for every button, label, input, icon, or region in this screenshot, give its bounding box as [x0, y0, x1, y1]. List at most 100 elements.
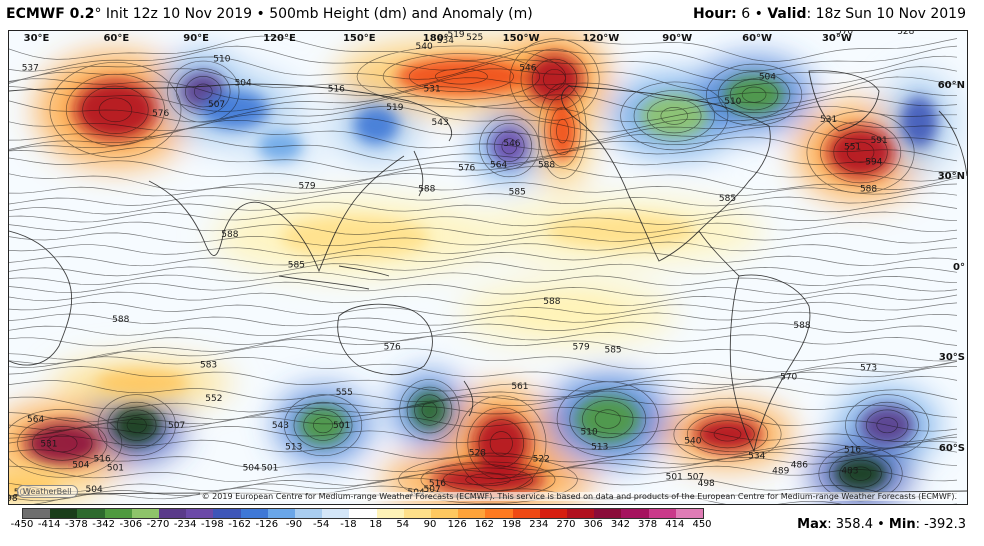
- anomaly-core-20: [410, 390, 449, 430]
- contour-label-13: 507: [208, 100, 225, 110]
- weather-map[interactable]: 5075045195255135105165405345465375105045…: [8, 30, 968, 505]
- coast-japan: [413, 150, 424, 197]
- contour-label-8: 534: [437, 36, 454, 46]
- closed-contour-24-2: [700, 420, 755, 449]
- contour-label-65: 504: [72, 461, 89, 471]
- closed-contour-25-4: [845, 394, 930, 457]
- closed-contour-8-3: [544, 95, 581, 168]
- colorbar-segment-6: [186, 509, 214, 518]
- contour-line-5: [9, 86, 958, 112]
- closed-contour-23-2: [582, 400, 634, 439]
- field-name: 500mb Height (dm) and Anomaly (m): [269, 6, 533, 22]
- closed-contour-10-1: [741, 86, 767, 103]
- colorbar-tick-20: 270: [556, 519, 576, 530]
- contour-line-33: [9, 366, 957, 392]
- contour-label-20: 564: [490, 160, 507, 170]
- colorbar-segment-13: [376, 509, 404, 518]
- anomaly-core-21: [473, 413, 530, 474]
- closed-contour-5-4: [356, 45, 567, 108]
- contour-label-21: 576: [458, 163, 475, 173]
- closed-contour-17-2: [117, 409, 157, 441]
- closed-contour-16-4: [9, 409, 123, 478]
- closed-contour-19-1: [312, 417, 334, 434]
- closed-contour-0-1: [98, 97, 133, 123]
- contour-line-40: [9, 435, 958, 463]
- anomaly-core-19: [298, 406, 348, 445]
- contour-label-6: 516: [618, 31, 635, 34]
- contour-label-23: 585: [509, 188, 526, 198]
- colorbar-segment-18: [512, 509, 540, 518]
- contour-label-73: 489: [772, 467, 789, 477]
- closed-contour-8-2: [550, 106, 575, 156]
- contour-label-46: 583: [200, 361, 217, 371]
- contour-label-53: 501: [333, 421, 350, 431]
- contour-label-42: 579: [573, 342, 590, 352]
- contour-label-71: 498: [9, 494, 18, 504]
- colorbar-segment-14: [403, 509, 432, 518]
- colorbar-tick-11: -54: [313, 519, 330, 530]
- contour-label-36: 528: [897, 31, 914, 37]
- contour-label-64: 501: [107, 464, 124, 474]
- closed-contour-6-3: [486, 122, 532, 170]
- closed-contour-23-3: [569, 390, 647, 448]
- colorbar-tick-1: -414: [37, 519, 61, 530]
- anomaly-core-11: [827, 126, 895, 178]
- anomaly-core-26: [834, 456, 887, 491]
- anomaly-core-12: [900, 96, 938, 148]
- model-name: ECMWF 0.2: [6, 6, 95, 22]
- coast-south-america: [729, 274, 811, 453]
- min-label: Min: [888, 517, 916, 532]
- contour-label-33: 594: [865, 157, 882, 167]
- contour-label-58: 540: [684, 436, 701, 446]
- anomaly-core-22: [432, 464, 544, 495]
- contour-line-39: [9, 426, 958, 453]
- colorbar-tick-4: -306: [119, 519, 143, 530]
- closed-contour-1-1: [193, 83, 213, 100]
- contour-line-3: [9, 66, 958, 91]
- contour-line-34: [9, 376, 958, 403]
- contour-line-44: [9, 475, 958, 502]
- colorbar: [22, 508, 704, 519]
- closed-contour-0-2: [82, 85, 149, 134]
- colorbar-tick-2: -378: [65, 519, 88, 530]
- closed-contour-26-1: [849, 466, 872, 481]
- contour-label-30: 531: [820, 115, 837, 125]
- contour-label-10: 537: [22, 63, 39, 73]
- closed-contour-16-2: [32, 426, 93, 461]
- contour-label-7: 540: [416, 42, 433, 52]
- valid-value: : 18z Sun 10 Nov 2019: [806, 6, 966, 22]
- colorbar-tick-17: 162: [474, 519, 494, 530]
- anomaly-core-18: [95, 369, 189, 396]
- anomaly-core-13: [280, 215, 430, 259]
- contour-label-11: 510: [213, 54, 230, 64]
- closed-contour-7-4: [509, 38, 600, 121]
- closed-contour-6-4: [479, 115, 540, 178]
- colorbar-segment-12: [349, 509, 377, 518]
- contour-label-63: 516: [94, 455, 111, 465]
- closed-contour-0-4: [49, 61, 182, 158]
- contour-line-19: [9, 231, 958, 247]
- closed-contour-24-4: [673, 406, 782, 462]
- closed-contour-16-1: [46, 434, 78, 453]
- contour-line-7: [9, 105, 957, 133]
- colorbar-tick-3: -342: [92, 519, 115, 530]
- contour-line-28: [9, 321, 958, 337]
- contour-label-77: 507: [687, 473, 704, 483]
- contour-line-41: [9, 446, 958, 473]
- contour-line-15: [9, 191, 958, 207]
- closed-contour-17-1: [126, 417, 147, 434]
- closed-contour-20-4: [399, 379, 460, 441]
- anomaly-core-7: [526, 54, 583, 105]
- contour-line-26: [9, 301, 958, 317]
- contour-label-19: 546: [503, 139, 520, 149]
- coast-central-america: [698, 230, 740, 277]
- colorbar-segment-0: [23, 509, 51, 518]
- contour-label-48: 555: [336, 388, 353, 398]
- contour-label-61: 534: [748, 452, 765, 462]
- contour-line-27: [9, 311, 958, 327]
- colorbar-segment-1: [50, 509, 78, 518]
- colorbar-segment-2: [77, 509, 105, 518]
- closed-contour-9-2: [647, 98, 702, 134]
- closed-contour-19-4: [283, 394, 363, 457]
- colorbar-segment-7: [213, 509, 241, 518]
